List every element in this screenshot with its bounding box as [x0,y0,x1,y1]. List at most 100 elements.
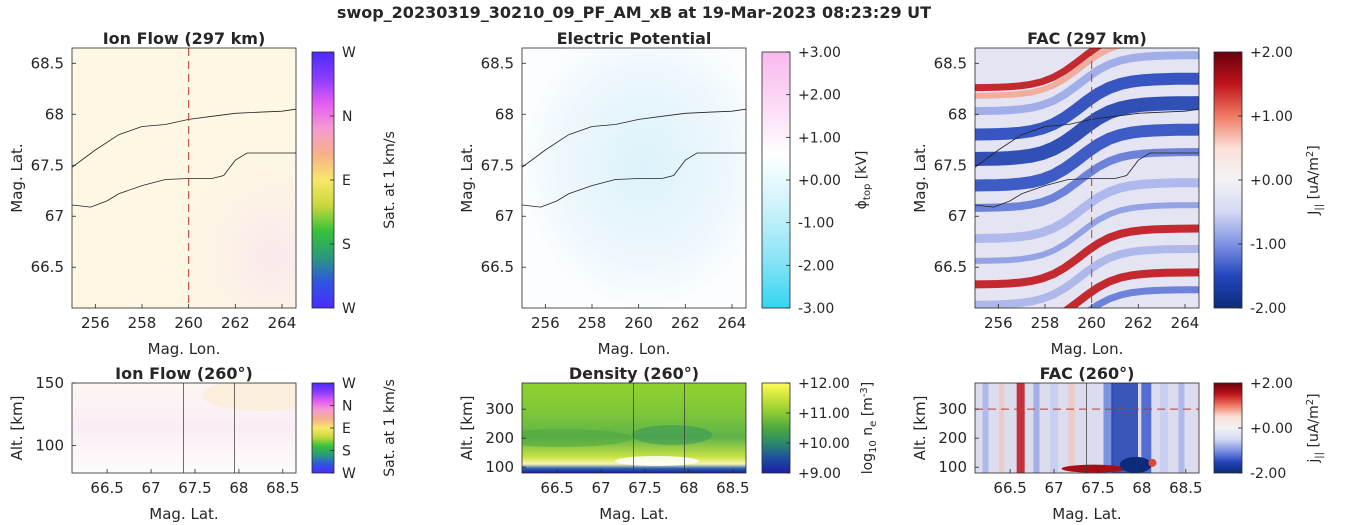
y-tick-label: 66.5 [481,258,514,276]
colorbar-fac-260: +2.00 +0.00 -2.00 j|| [uA/m2] [1213,376,1325,482]
x-tick-label: 67.5 [178,479,211,497]
colorbar-tick-label: +2.00 [1250,45,1293,61]
colorbar-tick-label: +3.00 [798,45,841,61]
x-tick-label: 67 [142,479,161,497]
panel-title: Electric Potential [557,29,712,48]
colorbar-label: ϕtop [kV] [854,151,873,210]
colorbar-ramp [1214,52,1242,308]
current-column [982,383,989,473]
current-band [975,72,1199,141]
panel-title: FAC (297 km) [1027,29,1147,48]
colorbar-tick-label: +12.00 [798,376,850,392]
panel-ion-flow-260: 66.5 67 67.5 68 68.5 100 150 Ion Flow (260°) M… [8,364,300,523]
x-tick-label: 262 [221,314,250,332]
y-tick-label: 66.5 [934,258,967,276]
colorbar-tick-label: +2.00 [798,88,841,104]
current-column [1016,383,1025,473]
current-band [975,178,1199,243]
y-tick-label: 68 [948,105,967,123]
current-band [975,224,1199,289]
plot-frame [521,47,747,309]
colorbar-ramp [1214,383,1242,473]
current-column [1050,383,1059,473]
x-tick-label: 67 [1045,479,1064,497]
panel-density-260: 66.5 67 67.5 68 68.5 100 200 300 Density (260°)… [458,364,750,523]
x-axis-label: Mag. Lat. [599,505,668,523]
current-band [975,51,1199,116]
ion-flow-profile-shading [202,383,296,411]
colorbar-label: Sat. at 1 km/s [382,379,398,477]
colorbar-tick-label: W [342,376,356,392]
density-profile-shading [632,425,712,445]
x-axis-label: Mag. Lon. [1051,340,1124,358]
y-axis-label: Mag. Lat. [458,143,476,212]
current-column [998,383,1004,473]
colorbar-tick-label: S [342,237,351,253]
x-tick-label: 68.5 [1169,479,1202,497]
current-column [1141,383,1152,473]
y-tick-label: 67.5 [31,156,64,174]
x-tick-label: 66.5 [993,479,1026,497]
colorbar-ramp [762,383,790,473]
colorbar-label: Sat. at 1 km/s [382,131,398,229]
boundary-line [522,108,746,168]
x-axis-label: Mag. Lat. [1052,505,1121,523]
y-tick-label: 300 [485,400,514,418]
panel-electric-potential: 256 258 260 262 264 66.5 67 67.5 68 68.5 Electric… [458,29,747,358]
plot-frame [974,382,1200,474]
panel-title: FAC (260°) [1040,364,1135,383]
colorbar-label: J|| [uA/m2] [1305,145,1325,215]
x-tick-label: 256 [531,314,560,332]
x-tick-label: 262 [1124,314,1153,332]
current-patch [1061,464,1126,473]
colorbar-ramp [312,52,334,308]
colorbar-density: +12.00 +11.00 +10.00 +9.00 log10 ne [m-3] [761,376,879,482]
x-tick-label: 67.5 [628,479,661,497]
x-tick-label: 258 [128,314,157,332]
colorbar-tick-label: -2.00 [1250,466,1286,482]
plot-frame [71,382,297,474]
x-tick-label: 67.5 [1081,479,1114,497]
current-band [1087,286,1199,308]
y-tick-label: 68.5 [934,54,967,72]
y-axis-label: Alt. [km] [911,396,929,461]
y-tick-label: 67.5 [481,156,514,174]
plot-frame [521,382,747,474]
x-tick-label: 260 [1077,314,1106,332]
x-tick-label: 67 [592,479,611,497]
colorbar-tick-label: +0.00 [1250,421,1293,437]
colorbar-label: log10 ne [m-3] [859,382,879,475]
panel-ion-flow-297: 256 258 260 262 264 66.5 67 67.5 68 68.5 Ion Flow… [8,29,297,358]
panel-fac-297: 256 258 260 262 264 66.5 67 67.5 68 68.5 FAC (297… [911,29,1200,358]
x-tick-label: 260 [624,314,653,332]
current-band [975,48,1122,99]
y-tick-label: 100 [938,458,967,476]
colorbar-tick-label: W [342,45,356,61]
boundary-line [522,152,746,208]
x-tick-label: 68.5 [266,479,299,497]
colorbar-tick-label: E [342,421,351,437]
y-tick-label: 67 [948,207,967,225]
y-tick-label: 68 [495,105,514,123]
panel-title: Ion Flow (260°) [115,364,253,383]
x-axis-label: Mag. Lat. [149,505,218,523]
plot-frame [974,47,1200,309]
colorbar-tick-label: W [342,466,356,482]
colorbar-tick-label: N [342,109,352,125]
colorbar-tick-label: +9.00 [798,466,841,482]
x-tick-label: 258 [1031,314,1060,332]
colorbar-tick-label: +0.00 [1250,173,1293,189]
colorbar-frame [761,382,791,474]
density-profile-shading [522,429,632,447]
current-patch [1148,458,1157,467]
y-tick-label: 68.5 [31,54,64,72]
colorbar-fac: +2.00 +1.00 +0.00 -1.00 -2.00 J|| [uA/m2] [1213,45,1325,317]
colorbar-tick-label: -1.00 [798,216,834,232]
current-band [1062,268,1199,308]
x-tick-label: 68.5 [716,479,749,497]
y-tick-label: 150 [35,374,64,392]
x-tick-label: 262 [671,314,700,332]
x-tick-label: 68 [1132,479,1151,497]
x-axis-label: Mag. Lon. [148,340,221,358]
